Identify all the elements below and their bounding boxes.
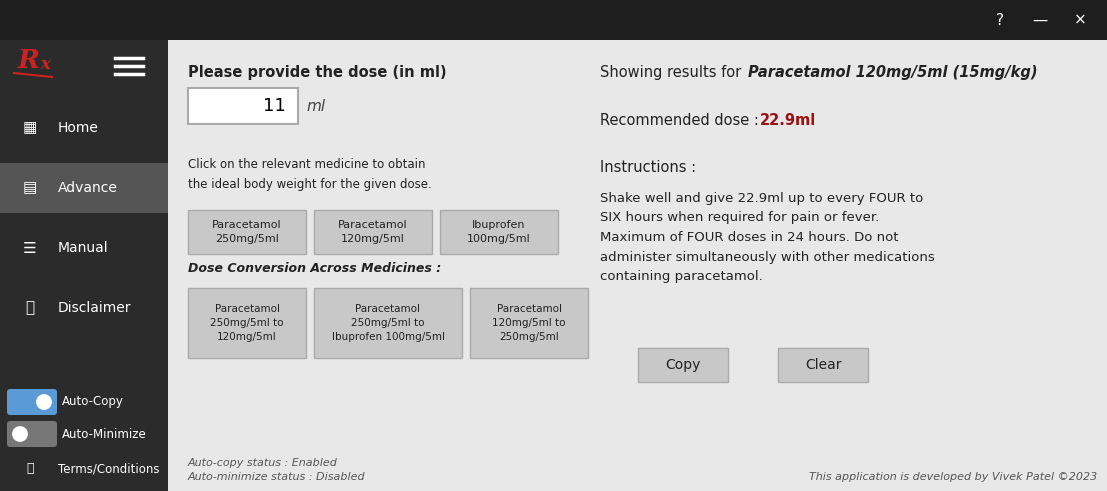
Text: Ibuprofen
100mg/5ml: Ibuprofen 100mg/5ml — [467, 220, 531, 244]
Bar — [638, 348, 728, 382]
Text: Instructions :: Instructions : — [600, 161, 696, 175]
Text: Clear: Clear — [805, 358, 841, 372]
Bar — [188, 288, 306, 358]
Text: Click on the relevant medicine to obtain
the ideal body weight for the given dos: Click on the relevant medicine to obtain… — [188, 158, 432, 191]
Text: R: R — [18, 48, 40, 73]
Circle shape — [13, 427, 28, 441]
Text: 🗂: 🗂 — [27, 463, 33, 475]
Bar — [439, 210, 558, 254]
Text: ▦: ▦ — [23, 120, 38, 136]
Text: Auto-minimize status : Disabled: Auto-minimize status : Disabled — [188, 472, 365, 482]
Text: Home: Home — [58, 121, 99, 135]
Text: ×: × — [1074, 12, 1086, 27]
Text: Paracetamol 120mg/5ml (15mg/kg): Paracetamol 120mg/5ml (15mg/kg) — [748, 64, 1037, 80]
Text: Paracetamol
250mg/5ml to
Ibuprofen 100mg/5ml: Paracetamol 250mg/5ml to Ibuprofen 100mg… — [331, 304, 445, 342]
Text: Terms/Conditions: Terms/Conditions — [58, 463, 159, 475]
Text: 22.9ml: 22.9ml — [761, 112, 816, 128]
Bar — [778, 348, 868, 382]
Text: Recommended dose :: Recommended dose : — [600, 112, 764, 128]
Bar — [470, 288, 588, 358]
Text: Please provide the dose (in ml): Please provide the dose (in ml) — [188, 64, 446, 80]
Bar — [168, 40, 1107, 491]
Text: Auto-Copy: Auto-Copy — [62, 395, 124, 409]
Text: Paracetamol
250mg/5ml to
120mg/5ml: Paracetamol 250mg/5ml to 120mg/5ml — [210, 304, 283, 342]
FancyBboxPatch shape — [7, 421, 56, 447]
Text: Advance: Advance — [58, 181, 117, 195]
Text: Paracetamol
120mg/5ml to
250mg/5ml: Paracetamol 120mg/5ml to 250mg/5ml — [493, 304, 566, 342]
Text: Disclaimer: Disclaimer — [58, 301, 132, 315]
Circle shape — [37, 395, 51, 409]
Bar — [314, 288, 462, 358]
Text: —: — — [1033, 12, 1047, 27]
Bar — [0, 0, 1107, 40]
Bar — [0, 40, 168, 491]
Text: Auto-copy status : Enabled: Auto-copy status : Enabled — [188, 458, 338, 468]
Text: ☰: ☰ — [23, 241, 37, 255]
Text: Paracetamol
120mg/5ml: Paracetamol 120mg/5ml — [338, 220, 407, 244]
Text: This application is developed by Vivek Patel ©2023: This application is developed by Vivek P… — [809, 472, 1097, 482]
Bar — [0, 163, 168, 213]
Text: ▤: ▤ — [23, 181, 38, 195]
Text: ⓘ: ⓘ — [25, 300, 34, 316]
Text: Paracetamol
250mg/5ml: Paracetamol 250mg/5ml — [213, 220, 282, 244]
Text: x: x — [40, 55, 50, 73]
Text: Auto-Minimize: Auto-Minimize — [62, 428, 147, 440]
FancyBboxPatch shape — [7, 389, 56, 415]
Bar — [188, 88, 298, 124]
Text: 11: 11 — [263, 97, 286, 115]
Text: Manual: Manual — [58, 241, 108, 255]
Text: Dose Conversion Across Medicines :: Dose Conversion Across Medicines : — [188, 262, 442, 274]
Text: Copy: Copy — [665, 358, 701, 372]
Bar — [188, 210, 306, 254]
Text: Shake well and give 22.9ml up to every FOUR to
SIX hours when required for pain : Shake well and give 22.9ml up to every F… — [600, 192, 934, 283]
Text: Showing results for: Showing results for — [600, 64, 751, 80]
Bar — [314, 210, 432, 254]
Text: ml: ml — [306, 99, 325, 113]
Text: ?: ? — [996, 12, 1004, 27]
